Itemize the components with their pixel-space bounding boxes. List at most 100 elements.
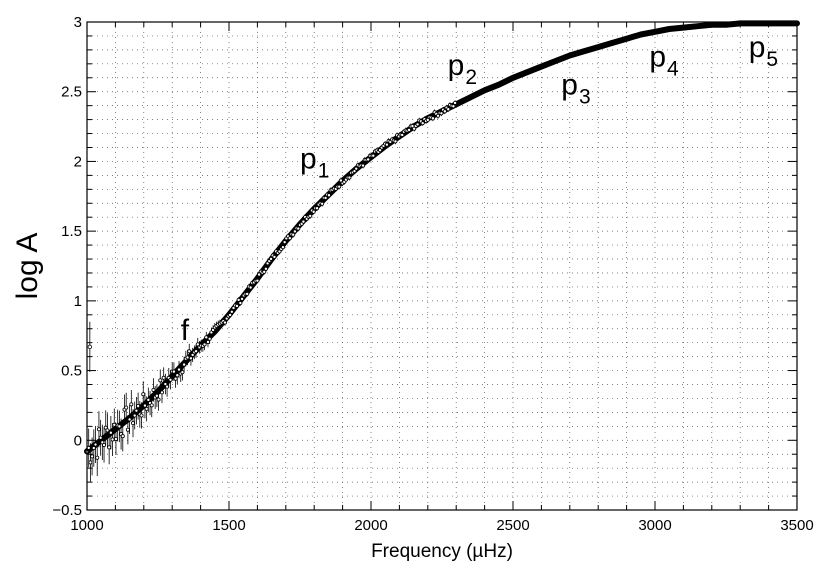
data-point [154,393,159,398]
data-point [384,142,389,147]
data-point [287,236,292,241]
data-point [177,367,182,372]
data-point [236,297,241,302]
data-point [204,335,209,340]
mode-label-subscript: 4 [667,58,679,81]
y-axis-title: log A [11,233,44,300]
y-tick-label: 2.5 [61,84,82,101]
data-point [188,356,193,361]
data-point [187,349,192,354]
data-point [255,278,260,283]
data-point [95,455,100,460]
data-point [98,435,103,440]
data-point [308,213,313,218]
data-point [371,153,376,158]
data-point [280,245,285,250]
data-point [171,369,176,374]
data-point [124,405,129,410]
data-point [415,122,420,127]
data-point [93,442,98,447]
data-point [442,109,447,114]
data-layer [84,20,800,482]
data-point [146,397,151,402]
data-point [202,342,207,347]
data-point [436,113,441,118]
data-point [311,209,316,214]
data-point [240,296,245,301]
data-point [337,184,342,189]
data-point [361,163,366,168]
data-point [168,377,173,382]
data-point [320,201,325,206]
mode-label-subscript: 5 [766,48,778,71]
data-point [161,375,166,380]
x-tick-labels: 1000 1500 2000 2500 3000 3500 [70,517,813,534]
data-point [430,116,435,121]
data-point [117,424,122,429]
data-point [88,460,93,465]
y-tick-label: 0 [74,432,82,449]
data-point [301,219,306,224]
data-point [120,434,125,439]
plot-frame [86,21,798,511]
data-point [323,195,328,200]
y-tick-labels: −0.5 0 0.5 1 1.5 2 2.5 3 [52,14,82,519]
mode-label-subscript: 1 [318,159,330,182]
x-axis-title: Frequency (µHz) [371,541,513,562]
data-point [91,446,96,451]
data-point [453,100,458,105]
data-point [151,387,156,392]
data-point [451,104,456,109]
mode-label-subscript: 3 [579,86,591,109]
data-point [136,404,141,409]
x-tick-label: 1500 [212,517,245,534]
mode-label-subscript: 2 [465,66,477,89]
data-point [132,413,137,418]
data-point [180,370,185,375]
x-tick-label: 3500 [780,517,813,534]
data-point [228,312,233,317]
y-tick-label: 1 [74,293,82,310]
data-point [173,376,178,381]
data-point [248,285,253,290]
data-point [108,430,113,435]
y-tick-label: −0.5 [52,502,82,519]
data-point [257,272,262,277]
data-point [149,403,154,408]
mode-label: f [181,314,190,347]
data-point [223,320,228,325]
data-point [127,417,132,422]
data-point [112,422,117,427]
data-point [366,157,371,162]
x-tick-label: 3000 [638,517,671,534]
data-point [185,355,190,360]
y-tick-label: 0.5 [61,363,82,380]
data-point [105,428,110,433]
x-tick-label: 1000 [70,517,103,534]
x-tick-label: 2000 [354,517,387,534]
data-point [272,254,277,259]
data-point [144,406,149,411]
data-point [142,403,147,408]
x-tick-label: 2500 [496,517,529,534]
data-point [129,402,134,407]
data-point [102,443,107,448]
data-point [291,232,296,237]
data-point [159,390,164,395]
data-point [296,226,301,231]
data-point [282,240,287,245]
data-point [234,303,239,308]
data-point [347,175,352,180]
data-point [326,193,331,198]
y-tick-label: 1.5 [61,223,82,240]
data-point [139,413,144,418]
data-point [182,362,187,367]
data-point [156,397,161,402]
data-point [205,339,210,344]
data-point [207,336,212,341]
data-point [315,206,320,211]
data-point [407,128,412,133]
